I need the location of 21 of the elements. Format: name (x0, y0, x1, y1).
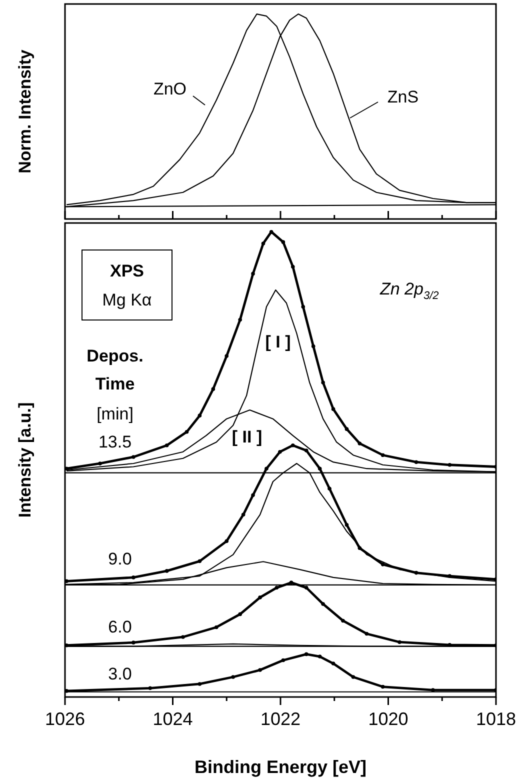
x-axis-title: Binding Energy [eV] (194, 757, 366, 778)
annotation: Depos. (86, 346, 144, 366)
annotation: 6.0 (108, 618, 132, 637)
x-tick-label: 1020 (368, 708, 408, 729)
annotation: Mg Kα (102, 290, 152, 310)
x-tick-label: 1026 (44, 708, 86, 729)
annotation: XPS (110, 262, 144, 281)
annotation: [min] (96, 404, 134, 424)
legend-label: ZnO (153, 80, 187, 99)
annotation: Time (95, 374, 135, 394)
y-axis-title: Norm. Intensity (16, 49, 35, 174)
annotation: 9.0 (108, 550, 132, 569)
annotation: 3.0 (108, 664, 132, 684)
x-tick-label: 1022 (260, 708, 301, 729)
x-tick-label: 1018 (476, 708, 516, 729)
text: ZnS (387, 88, 419, 107)
x-tick-label: 1024 (152, 708, 193, 729)
annotation: [ I ] (265, 332, 291, 352)
y-axis-title: Intensity [a.u.] (16, 402, 35, 518)
annotation: [ II ] (232, 428, 262, 447)
annotation: 13.5 (98, 432, 132, 452)
